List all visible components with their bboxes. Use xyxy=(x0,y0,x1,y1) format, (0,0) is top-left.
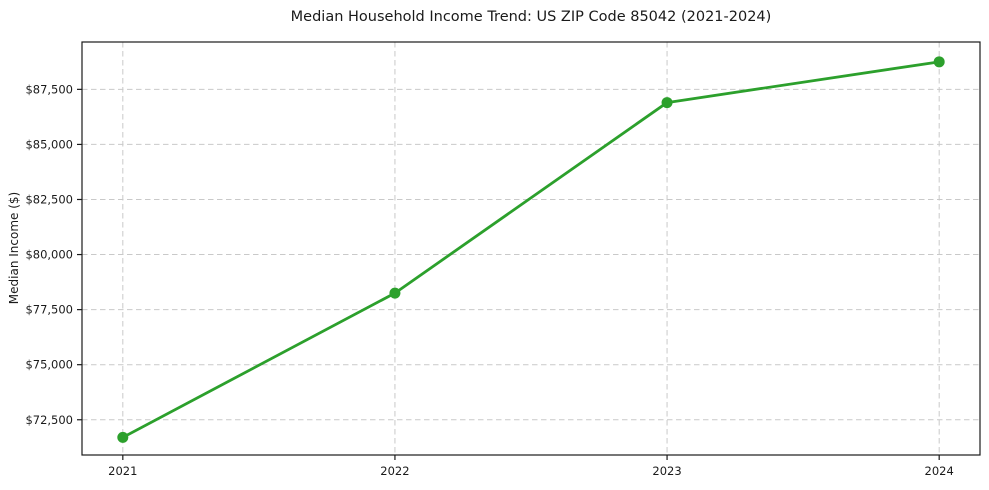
x-tick-label: 2024 xyxy=(925,464,954,478)
y-tick-label: $82,500 xyxy=(25,192,73,206)
x-tick-label: 2022 xyxy=(380,464,409,478)
data-point-marker xyxy=(661,97,673,109)
y-tick-label: $72,500 xyxy=(25,413,73,427)
y-tick-label: $87,500 xyxy=(25,82,73,96)
y-tick-label: $77,500 xyxy=(25,303,73,317)
y-tick-label: $80,000 xyxy=(25,248,73,262)
data-point-marker xyxy=(389,287,401,299)
x-tick-label: 2021 xyxy=(108,464,137,478)
x-tick-label: 2023 xyxy=(652,464,681,478)
chart-title: Median Household Income Trend: US ZIP Co… xyxy=(290,9,772,25)
axes-frame xyxy=(81,41,981,456)
data-point-marker xyxy=(933,56,945,68)
y-tick-label: $75,000 xyxy=(25,358,73,372)
trend-line xyxy=(121,60,941,439)
data-point-marker xyxy=(117,431,129,443)
y-tick-label: $85,000 xyxy=(25,137,73,151)
